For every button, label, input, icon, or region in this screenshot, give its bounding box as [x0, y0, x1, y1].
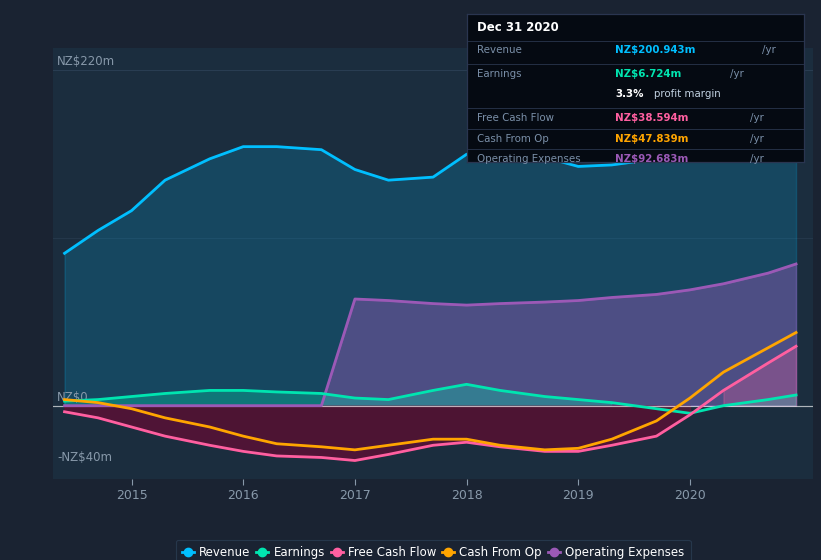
Text: NZ$200.943m: NZ$200.943m — [615, 45, 695, 55]
Text: profit margin: profit margin — [654, 89, 721, 99]
Text: -NZ$40m: -NZ$40m — [57, 451, 112, 464]
Text: NZ$220m: NZ$220m — [57, 55, 115, 68]
Text: NZ$6.724m: NZ$6.724m — [615, 69, 681, 79]
Text: /yr: /yr — [730, 69, 744, 79]
Text: NZ$92.683m: NZ$92.683m — [615, 154, 689, 164]
Text: NZ$38.594m: NZ$38.594m — [615, 113, 689, 123]
Text: NZ$47.839m: NZ$47.839m — [615, 134, 689, 144]
Text: Dec 31 2020: Dec 31 2020 — [477, 21, 559, 34]
Text: /yr: /yr — [750, 154, 764, 164]
Text: /yr: /yr — [762, 45, 776, 55]
Text: Earnings: Earnings — [477, 69, 522, 79]
Text: Operating Expenses: Operating Expenses — [477, 154, 581, 164]
Text: 3.3%: 3.3% — [615, 89, 644, 99]
Text: Cash From Op: Cash From Op — [477, 134, 549, 144]
Text: /yr: /yr — [750, 134, 764, 144]
Text: /yr: /yr — [750, 113, 764, 123]
Text: Revenue: Revenue — [477, 45, 522, 55]
Text: NZ$0: NZ$0 — [57, 390, 89, 404]
Text: Free Cash Flow: Free Cash Flow — [477, 113, 554, 123]
Legend: Revenue, Earnings, Free Cash Flow, Cash From Op, Operating Expenses: Revenue, Earnings, Free Cash Flow, Cash … — [176, 540, 690, 560]
